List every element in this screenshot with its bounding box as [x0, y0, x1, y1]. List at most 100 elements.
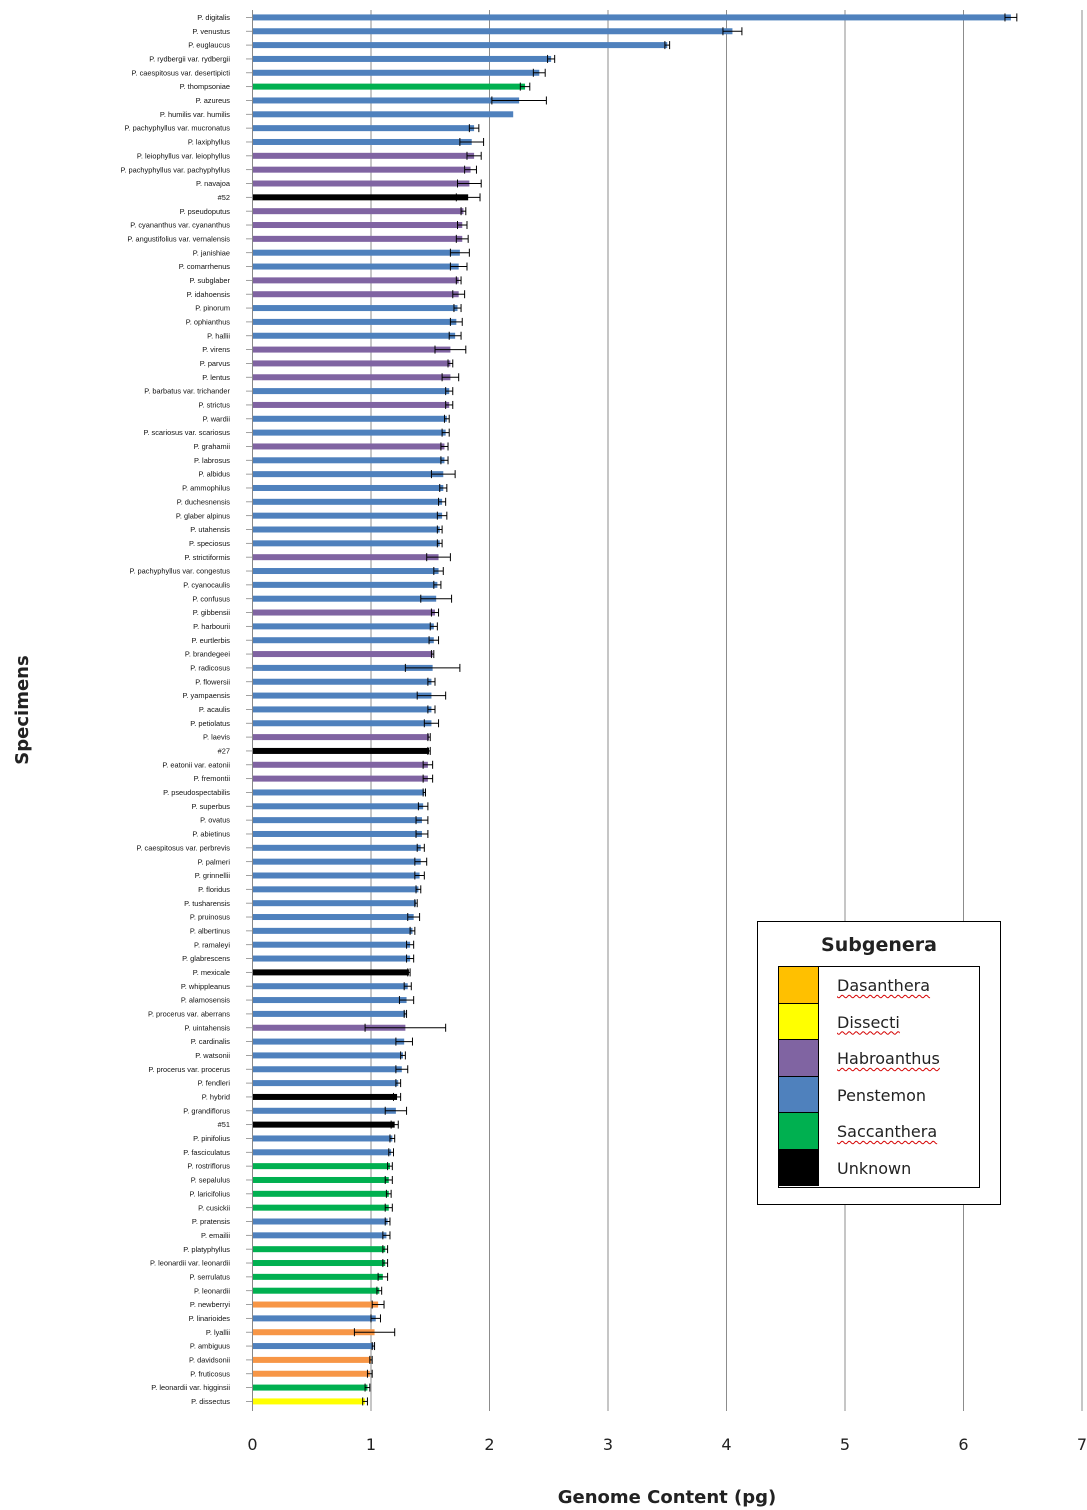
category-label: P. platyphyllus [183, 1245, 230, 1254]
category-label: P. navajoa [196, 179, 231, 188]
x-tick-label: 5 [840, 1435, 850, 1454]
legend-item-dissecti: Dissecti [779, 1003, 979, 1040]
category-label: P. barbatus var. trichander [144, 387, 230, 396]
bar [252, 1384, 368, 1391]
legend-swatch-habroanthus [779, 1040, 819, 1077]
category-label: P. humilis var. humilis [160, 110, 230, 119]
bar [252, 554, 439, 561]
category-label: P. rostriflorus [187, 1162, 230, 1171]
category-label: P. hybrid [202, 1093, 230, 1102]
bar [252, 498, 443, 505]
bar [252, 346, 451, 353]
category-label: P. dissectus [191, 1397, 230, 1406]
x-tick-label: 1 [366, 1435, 376, 1454]
bar [252, 1246, 386, 1253]
bar [252, 844, 421, 851]
bar [252, 291, 459, 298]
legend-swatch-dissecti [779, 1003, 819, 1040]
bar [252, 775, 428, 782]
bar [252, 526, 440, 533]
bar [252, 747, 430, 754]
bar [252, 817, 422, 824]
category-label: P. eurtlerbis [192, 636, 231, 645]
bar [252, 1052, 403, 1059]
bar [252, 1287, 380, 1294]
bar [252, 734, 430, 741]
category-label: P. caespitosus var. perbrevis [136, 843, 230, 852]
category-label: P. acaulis [199, 705, 230, 714]
category-label: P. pseudoputus [180, 207, 231, 216]
bar [252, 1038, 405, 1045]
bar [252, 886, 419, 893]
category-label: P. duchesnensis [177, 497, 231, 506]
bar [252, 568, 439, 575]
category-label: P. speciosus [189, 539, 230, 548]
x-tick-label: 7 [1077, 1435, 1087, 1454]
bar [252, 581, 438, 588]
category-label: P. ramaleyi [194, 940, 230, 949]
category-label: P. tusharensis [184, 899, 230, 908]
error-bars [353, 13, 1018, 1406]
category-label: P. cardinalis [191, 1037, 231, 1046]
bar [252, 1024, 406, 1031]
category-label: P. alamosensis [181, 996, 230, 1005]
bar [252, 969, 409, 976]
bar [252, 1329, 375, 1336]
bar [252, 1093, 398, 1100]
category-label: P. fendleri [198, 1079, 231, 1088]
category-label: P. floridus [198, 885, 230, 894]
category-label: P. hallii [207, 331, 230, 340]
bar [252, 720, 432, 727]
bar [252, 360, 451, 367]
bar [252, 927, 413, 934]
category-label: P. whippleanus [181, 982, 230, 991]
category-label: P. lyallii [206, 1328, 230, 1337]
bar [252, 305, 458, 312]
category-label: P. caespitosus var. desertipicti [132, 68, 231, 77]
category-label: P. cyananthus var. cyananthus [130, 221, 230, 230]
bar [252, 858, 421, 865]
category-label: P. strictus [199, 401, 231, 410]
legend-item-dasanthera: Dasanthera [779, 967, 979, 1004]
category-label: P. cusickii [198, 1203, 230, 1212]
category-label: P. pinorum [195, 304, 230, 313]
bar [252, 69, 540, 76]
bar [252, 401, 450, 408]
category-label: #52 [218, 193, 230, 202]
bar [252, 180, 470, 187]
bar [252, 457, 445, 464]
bar [252, 111, 514, 118]
bar [252, 277, 459, 284]
x-tick-labels: 0 1 2 3 4 5 6 7 [247, 1435, 1087, 1454]
bar [252, 609, 435, 616]
category-label: P. fruticosus [190, 1369, 230, 1378]
y-axis-title: Specimens [12, 655, 33, 764]
category-label: P. pruinosus [190, 913, 230, 922]
category-label: P. mexicale [193, 968, 230, 977]
bar [252, 166, 471, 173]
category-label: P. flowersii [195, 677, 230, 686]
bar [252, 1398, 366, 1405]
category-label: P. subglaber [189, 276, 230, 285]
bar [252, 830, 422, 837]
category-label: P. digitalis [197, 13, 230, 22]
category-label: #27 [218, 747, 230, 756]
category-label: P. harbourii [193, 622, 230, 631]
bar [252, 623, 434, 630]
category-label: #51 [218, 1120, 230, 1129]
bar [252, 249, 460, 256]
legend-item-habroanthus: Habroanthus [779, 1040, 979, 1077]
category-label: P. grahamii [194, 442, 231, 451]
category-label: P. angustifolius var. vernalensis [127, 234, 230, 243]
category-label: P. grandiflorus [183, 1106, 230, 1115]
bar [252, 443, 445, 450]
bar [252, 1204, 389, 1211]
category-label: P. labrosus [194, 456, 230, 465]
category-label: P. laevis [203, 733, 230, 742]
bar [252, 540, 440, 547]
bar [252, 42, 668, 49]
bar [252, 1343, 374, 1350]
category-label: P. rydbergii var. rydbergii [149, 55, 230, 64]
bar [252, 941, 411, 948]
